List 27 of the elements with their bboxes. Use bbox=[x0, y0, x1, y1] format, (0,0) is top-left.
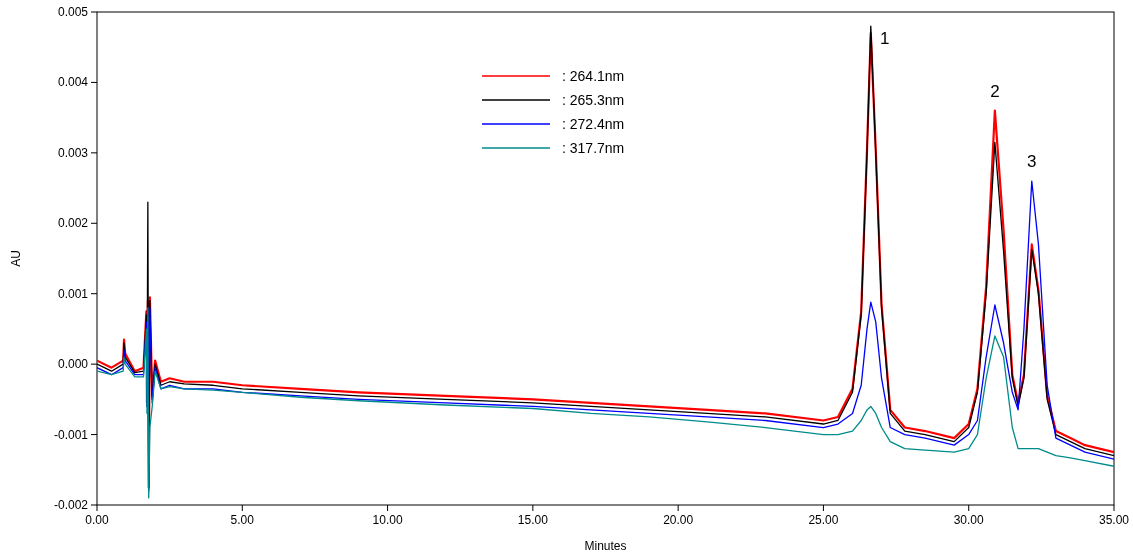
line-series bbox=[97, 180, 1114, 460]
y-tick-label: 0.001 bbox=[57, 286, 89, 301]
x-tick-label: 15.00 bbox=[517, 513, 549, 527]
x-tick-label: 5.00 bbox=[230, 513, 255, 527]
x-tick-label: 10.00 bbox=[372, 513, 403, 527]
x-tick-label: 20.00 bbox=[663, 513, 694, 527]
y-axis-title: AU bbox=[9, 250, 23, 267]
legend-label: : 317.7nm bbox=[562, 140, 625, 156]
x-axis-title: Minutes bbox=[584, 539, 627, 553]
line-series bbox=[97, 307, 1114, 499]
y-tick-label: 0.005 bbox=[57, 5, 89, 19]
x-tick-label: 30.00 bbox=[953, 513, 985, 527]
annotation: 1 bbox=[880, 29, 890, 49]
annotation: 2 bbox=[990, 81, 1000, 101]
y-tick-label: -0.002 bbox=[53, 498, 89, 512]
y-tick-label: 0.002 bbox=[57, 216, 89, 231]
legend-label: : 265.3nm bbox=[562, 92, 625, 108]
annotation: 3 bbox=[1027, 152, 1037, 172]
legend-label: : 264.1nm bbox=[562, 68, 625, 84]
y-tick-label: 0.003 bbox=[57, 145, 89, 160]
legend-label: : 272.4nm bbox=[562, 116, 625, 132]
y-tick-label: -0.001 bbox=[53, 427, 89, 442]
y-tick-label: 0.004 bbox=[57, 75, 89, 90]
x-tick-label: 0.00 bbox=[85, 513, 109, 527]
x-tick-label: 35.00 bbox=[1098, 513, 1130, 527]
y-tick-label: 0.000 bbox=[57, 357, 89, 372]
x-tick-label: 25.00 bbox=[808, 513, 839, 527]
